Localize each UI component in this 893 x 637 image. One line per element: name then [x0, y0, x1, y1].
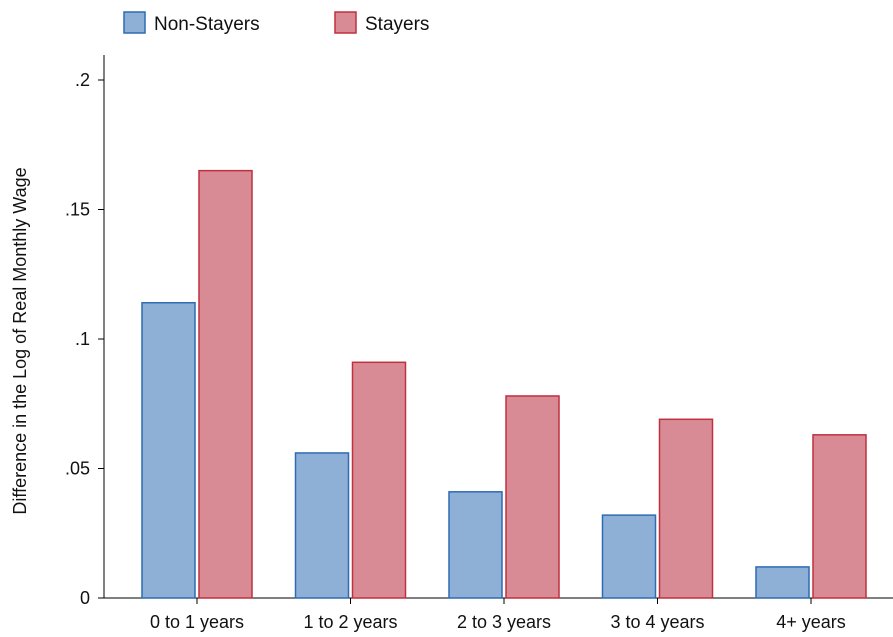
- y-tick-label: .15: [65, 200, 90, 220]
- x-tick-label: 0 to 1 years: [150, 612, 244, 632]
- bar-non-stayers-1: [294, 452, 350, 599]
- y-tick-label: 0: [80, 588, 90, 608]
- bar-stayers-1: [351, 361, 407, 599]
- legend-label: Stayers: [365, 14, 429, 35]
- bar-non-stayers-4: [755, 566, 810, 599]
- legend-label: Non-Stayers: [154, 14, 260, 35]
- x-tick-label: 4+ years: [776, 612, 846, 632]
- x-tick-label: 3 to 4 years: [610, 612, 704, 632]
- bar-stayers-4: [812, 434, 867, 599]
- x-axis-ticks: 0 to 1 years 1 to 2 years 2 to 3 years 3 to…: [150, 598, 846, 632]
- y-axis-ticks: 0 .05 .1 .15 .2: [65, 70, 104, 608]
- y-tick-label: .2: [75, 70, 90, 90]
- y-axis-title: Difference in the Log of Real Monthly Wa…: [10, 167, 30, 514]
- legend: Non-Stayers Stayers: [123, 11, 429, 35]
- x-tick-label: 2 to 3 years: [457, 612, 551, 632]
- y-tick-label: .1: [75, 329, 90, 349]
- legend-swatch: [123, 11, 146, 34]
- bars: [141, 169, 867, 599]
- bar-non-stayers-2: [448, 491, 503, 599]
- y-tick-label: .05: [65, 459, 90, 479]
- bar-non-stayers-0: [141, 301, 196, 599]
- x-tick-label: 1 to 2 years: [303, 612, 397, 632]
- legend-swatch: [334, 11, 357, 34]
- bar-stayers-0: [198, 169, 253, 599]
- bar-stayers-3: [658, 418, 714, 599]
- bar-stayers-2: [505, 395, 560, 599]
- bar-non-stayers-3: [601, 514, 657, 599]
